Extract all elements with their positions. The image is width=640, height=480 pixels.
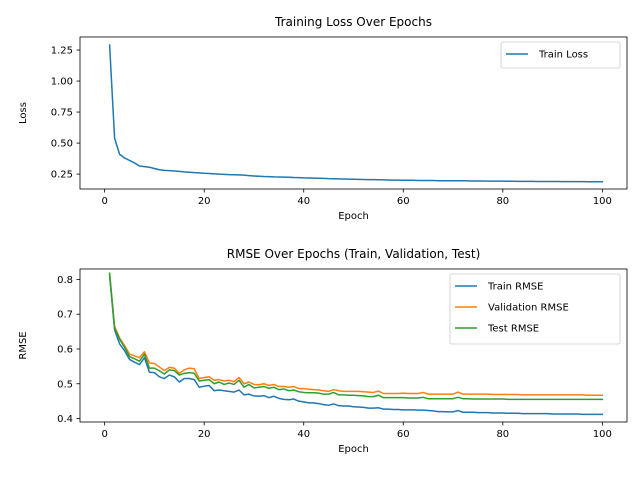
- y-tick-label: 1.25: [51, 46, 73, 57]
- legend-box: [500, 41, 621, 69]
- legend: Train Loss: [500, 41, 621, 69]
- y-axis-label: Loss: [18, 102, 29, 124]
- x-axis-label: Epoch: [338, 444, 369, 455]
- x-tick-label: 0: [101, 196, 107, 207]
- chart-title: Training Loss Over Epochs: [274, 15, 432, 29]
- y-tick-label: 0.25: [51, 170, 73, 181]
- legend-label: Train RMSE: [487, 282, 543, 293]
- rmse-chart: 0 20 40 60 80 100 0.4 0.5 0.6 0.7 0.8 RMSE Over Epo…: [18, 247, 628, 455]
- x-tick-label: 60: [397, 196, 410, 207]
- y-tick-label: 0.8: [57, 275, 73, 286]
- x-tick-label: 20: [198, 196, 211, 207]
- training-loss-chart: 0 20 40 60 80 100 0.25 0.50 0.75 1.00 1.25 Training…: [18, 15, 628, 222]
- legend-label: Validation RMSE: [488, 303, 569, 314]
- y-tick-label: 0.50: [51, 139, 73, 150]
- plot-frame: [79, 36, 628, 190]
- series-line-validation-rmse: [108, 273, 604, 396]
- plot-frame: [79, 268, 628, 423]
- x-tick-label: 100: [593, 196, 612, 207]
- y-tick-label: 1.00: [51, 77, 73, 88]
- x-tick-label: 100: [593, 429, 612, 440]
- x-tick-label: 40: [297, 196, 310, 207]
- x-axis-label: Epoch: [338, 211, 369, 222]
- legend-box: [449, 273, 621, 345]
- x-tick-label: 80: [496, 429, 509, 440]
- legend: Train RMSE Validation RMSE Test RMSE: [449, 273, 621, 345]
- y-tick-label: 0.4: [57, 414, 73, 425]
- y-tick-label: 0.5: [57, 379, 73, 390]
- chart-title: RMSE Over Epochs (Train, Validation, Tes…: [227, 247, 481, 261]
- y-axis-label: RMSE: [18, 331, 29, 359]
- legend-label: Test RMSE: [487, 324, 539, 335]
- x-tick-label: 60: [397, 429, 410, 440]
- x-tick-label: 0: [101, 429, 107, 440]
- x-tick-label: 40: [297, 429, 310, 440]
- legend-label: Train Loss: [538, 50, 588, 61]
- series-line-train-rmse: [108, 275, 604, 416]
- series-line-train-loss: [108, 44, 604, 183]
- y-tick-label: 0.7: [57, 310, 73, 321]
- y-tick-label: 0.75: [51, 108, 73, 119]
- x-tick-label: 20: [198, 429, 211, 440]
- y-tick-label: 0.6: [57, 344, 73, 355]
- series-line-test-rmse: [108, 272, 604, 401]
- x-tick-label: 80: [496, 196, 509, 207]
